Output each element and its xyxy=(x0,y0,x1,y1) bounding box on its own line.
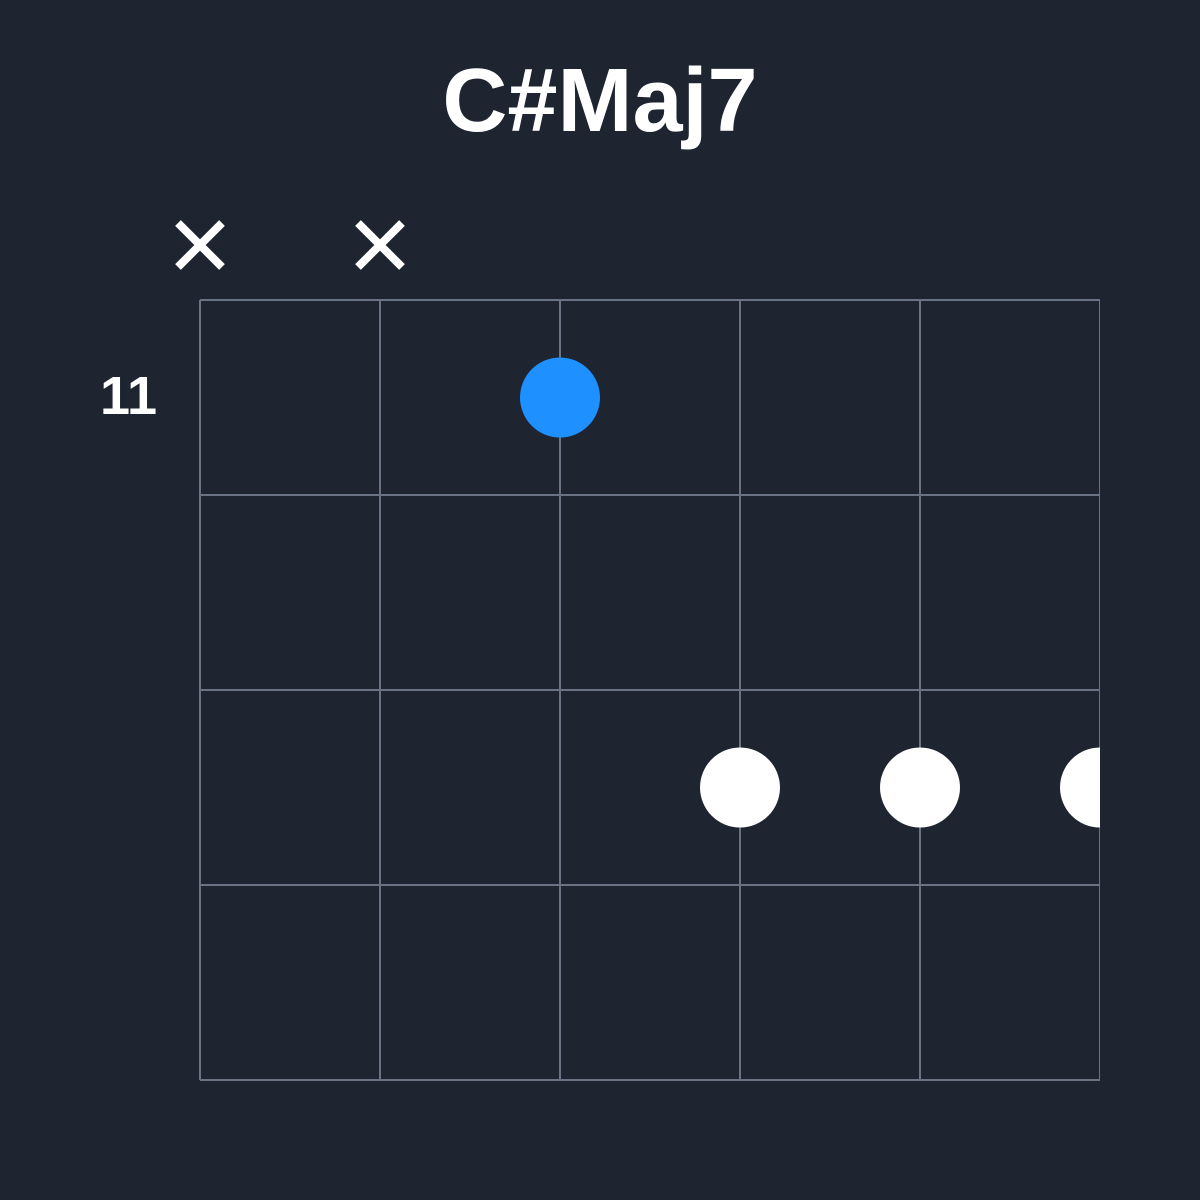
mute-mark xyxy=(178,223,222,267)
fret-label: 11 xyxy=(100,365,157,427)
finger-dot xyxy=(880,748,960,828)
chord-svg xyxy=(100,200,1100,1150)
finger-dot xyxy=(700,748,780,828)
chord-diagram: 11 xyxy=(100,200,1100,1150)
finger-dot xyxy=(1060,748,1100,828)
root-dot xyxy=(520,358,600,438)
chord-title: C#Maj7 xyxy=(0,50,1200,153)
mute-mark xyxy=(358,223,402,267)
